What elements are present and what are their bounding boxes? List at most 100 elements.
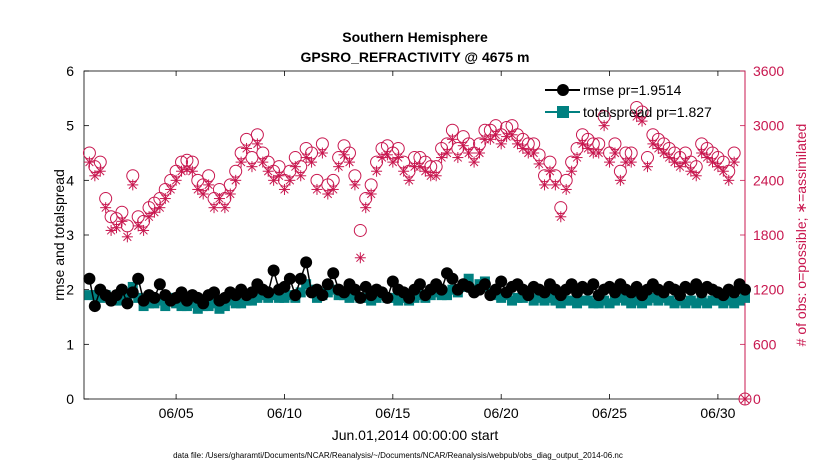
- totalspread-point: [609, 295, 620, 306]
- obs-assimilated-point: [208, 202, 220, 214]
- obs-assimilated-point: [246, 161, 258, 173]
- obs-assimilated-point: [566, 165, 578, 177]
- obs-assimilated-point: [127, 179, 139, 191]
- rmse-point: [88, 300, 101, 313]
- obs-assimilated-point: [539, 179, 551, 191]
- totalspread-point: [496, 292, 507, 303]
- obs-assimilated-point: [576, 138, 588, 150]
- totalspread-point: [322, 287, 333, 298]
- obs-assimilated-point: [696, 147, 708, 159]
- obs-assimilated-point: [631, 111, 643, 123]
- totalspread-point: [274, 292, 285, 303]
- legend: rmse pr=1.9514 totalspread pr=1.827: [545, 82, 712, 120]
- y-axis-left-label: rmse and totalspread: [51, 169, 67, 301]
- totalspread-point: [176, 301, 187, 312]
- obs-assimilated-point: [555, 211, 567, 223]
- obs-assimilated-point: [289, 161, 301, 173]
- y-right-tick-label: 2400: [753, 172, 784, 188]
- y-right-tick-label: 1200: [753, 282, 784, 298]
- obs-assimilated-point: [484, 133, 496, 145]
- totalspread-point: [507, 295, 518, 306]
- obs-assimilated-point: [452, 152, 464, 164]
- obs-assimilated-point: [154, 202, 166, 214]
- obs-assimilated-point: [94, 165, 106, 177]
- obs-assimilated-point: [669, 156, 681, 168]
- obs-assimilated-point: [257, 156, 269, 168]
- y-axis-left-ticks: 0 1 2 3 4 5 6: [66, 63, 89, 407]
- obs-assimilated-point: [89, 170, 101, 182]
- rmse-point: [587, 278, 600, 291]
- legend-rmse-label: rmse pr=1.9514: [583, 82, 682, 98]
- obs-assimilated-series: [83, 111, 751, 405]
- x-tick-label: 06/15: [375, 405, 410, 421]
- rmse-point: [289, 289, 302, 302]
- y-left-tick-label: 3: [66, 227, 74, 243]
- obs-assimilated-point: [609, 147, 621, 159]
- totalspread-point: [718, 298, 729, 309]
- totalspread-point: [534, 292, 545, 303]
- obs-assimilated-point: [192, 183, 204, 195]
- obs-assimilated-point: [511, 138, 523, 150]
- y-left-tick-label: 2: [66, 282, 74, 298]
- obs-assimilated-point: [544, 165, 556, 177]
- y-left-tick-label: 6: [66, 63, 74, 79]
- totalspread-point: [311, 292, 322, 303]
- obs-assimilated-point: [306, 156, 318, 168]
- obs-assimilated-point: [203, 179, 215, 191]
- obs-assimilated-point: [224, 188, 236, 200]
- rmse-point: [381, 291, 394, 304]
- totalspread-point: [512, 292, 523, 303]
- obs-assimilated-point: [392, 152, 404, 164]
- obs-assimilated-point: [598, 120, 610, 132]
- obs-assimilated-point: [685, 165, 697, 177]
- totalspread-point: [637, 298, 648, 309]
- obs-assimilated-point: [647, 138, 659, 150]
- totalspread-point: [133, 292, 144, 303]
- totalspread-point: [696, 295, 707, 306]
- totalspread-point: [566, 295, 577, 306]
- obs-assimilated-point: [148, 206, 160, 218]
- totalspread-point: [572, 298, 583, 309]
- totalspread-point: [712, 295, 723, 306]
- rmse-series: [83, 256, 751, 313]
- totalspread-point: [561, 295, 572, 306]
- obs-assimilated-point: [717, 165, 729, 177]
- totalspread-point: [230, 298, 241, 309]
- totalspread-point: [154, 295, 165, 306]
- totalspread-point: [187, 298, 198, 309]
- obs-assimilated-point: [278, 183, 290, 195]
- obs-assimilated-point: [121, 231, 133, 243]
- totalspread-point: [214, 303, 225, 314]
- rmse-point: [262, 286, 275, 299]
- obs-assimilated-point: [641, 161, 653, 173]
- chart-title: Southern Hemisphere: [342, 29, 488, 45]
- totalspread-point: [371, 292, 382, 303]
- obs-assimilated-point: [474, 147, 486, 159]
- obs-assimilated-point: [343, 156, 355, 168]
- obs-assimilated-point: [241, 142, 253, 154]
- rmse-point: [354, 291, 367, 304]
- totalspread-point: [691, 298, 702, 309]
- obs-assimilated-point: [571, 152, 583, 164]
- totalspread-point: [555, 298, 566, 309]
- x-tick-label: 06/30: [700, 405, 735, 421]
- x-tick-label: 06/25: [592, 405, 627, 421]
- totalspread-point: [192, 303, 203, 314]
- rmse-point: [300, 256, 313, 269]
- legend-totalspread-marker: [557, 106, 569, 118]
- obs-assimilated-point: [100, 202, 112, 214]
- totalspread-point: [723, 295, 734, 306]
- obs-assimilated-point: [311, 183, 323, 195]
- obs-assimilated-point: [170, 174, 182, 186]
- rmse-point: [739, 283, 751, 296]
- totalspread-point: [642, 295, 653, 306]
- totalspread-point: [393, 295, 404, 306]
- obs-assimilated-point: [549, 179, 561, 191]
- obs-assimilated-point: [560, 183, 572, 195]
- x-axis-label: Jun.01,2014 00:00:00 start: [332, 427, 499, 443]
- obs-assimilated-point: [295, 170, 307, 182]
- obs-assimilated-point: [441, 147, 453, 159]
- obs-assimilated-point: [251, 138, 263, 150]
- totalspread-point: [539, 295, 550, 306]
